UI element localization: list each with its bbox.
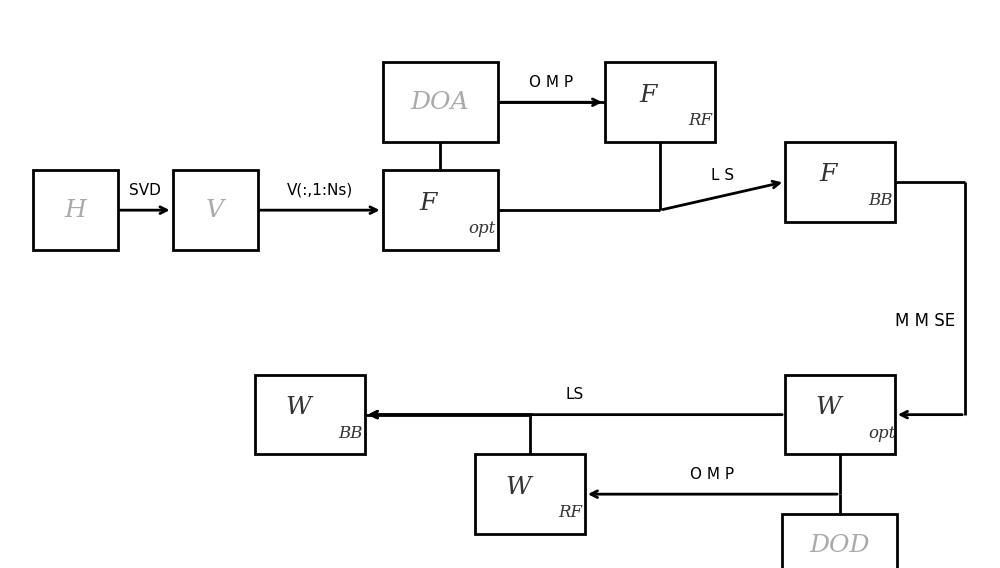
Text: W: W <box>285 396 311 419</box>
Bar <box>475 454 585 534</box>
Text: LS: LS <box>566 387 584 402</box>
Bar <box>383 170 498 250</box>
Text: V: V <box>206 199 224 222</box>
Bar <box>255 375 365 454</box>
Text: M M SE: M M SE <box>895 312 955 330</box>
Text: DOA: DOA <box>411 91 469 114</box>
Text: SVD: SVD <box>129 183 161 198</box>
Text: opt: opt <box>868 425 895 442</box>
Text: F: F <box>819 164 837 186</box>
Text: W: W <box>815 396 841 419</box>
Text: BB: BB <box>868 192 892 209</box>
Bar <box>173 170 258 250</box>
Bar <box>605 62 715 142</box>
Bar <box>782 514 897 568</box>
Text: O M P: O M P <box>690 467 735 482</box>
Text: W: W <box>505 476 531 499</box>
Bar <box>383 62 498 142</box>
Text: RF: RF <box>558 504 582 521</box>
Text: RF: RF <box>688 112 712 130</box>
Text: DOD: DOD <box>810 534 870 557</box>
Text: O M P: O M P <box>529 75 573 90</box>
Text: L S: L S <box>711 169 734 183</box>
Bar <box>785 375 895 454</box>
Text: V(:,1:Ns): V(:,1:Ns) <box>287 183 353 198</box>
Bar <box>33 170 118 250</box>
Bar <box>785 142 895 222</box>
Text: BB: BB <box>338 425 363 442</box>
Text: F: F <box>419 192 437 215</box>
Text: opt: opt <box>468 220 495 237</box>
Text: H: H <box>64 199 86 222</box>
Text: F: F <box>639 84 657 107</box>
